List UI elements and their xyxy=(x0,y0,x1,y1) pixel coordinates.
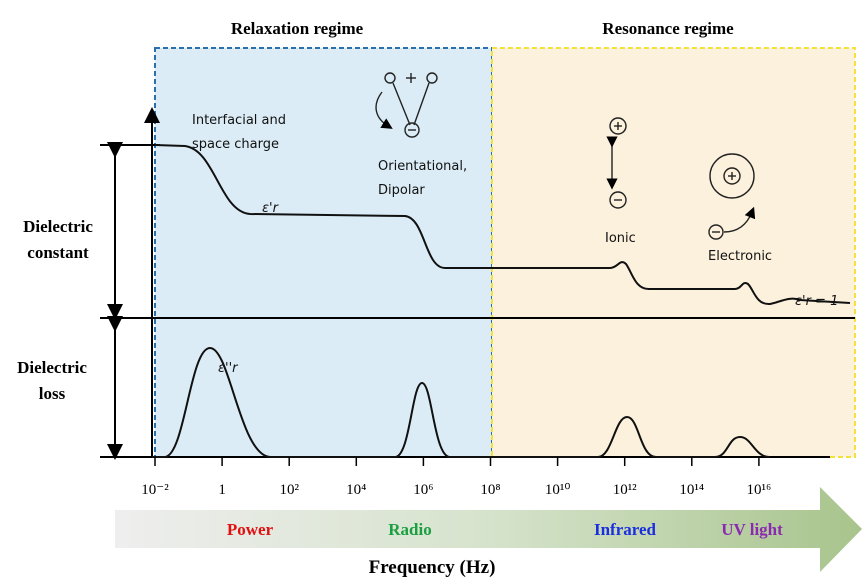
band-label: Power xyxy=(227,520,274,539)
regime-title: Resonance regime xyxy=(602,19,734,38)
annotation: Ionic xyxy=(605,231,636,246)
symbol: ε''r xyxy=(218,361,239,376)
tick-label: 10⁶ xyxy=(413,482,433,498)
annotation: Orientational, xyxy=(378,159,467,174)
tick-label: 10⁸ xyxy=(480,482,500,498)
left-label: Dielectric xyxy=(23,217,93,236)
annotation: Dipolar xyxy=(378,183,425,198)
constant-curve xyxy=(154,144,851,306)
axis-title: Frequency (Hz) xyxy=(369,557,496,578)
symbol: ε'r = 1 xyxy=(795,294,838,309)
tick-label: 10¹² xyxy=(613,482,637,498)
tick-label: 1 xyxy=(218,482,226,498)
annotation: Interfacial and xyxy=(192,113,286,128)
tick-label: 10¹⁰ xyxy=(545,482,571,498)
tick-label: 10² xyxy=(279,482,299,498)
left-label: loss xyxy=(39,384,66,403)
ticks: 10⁻² 1 10² 10⁴ 10⁶ 10⁸ 10¹⁰ 10¹² 10¹⁴ 10¹⁶ xyxy=(141,457,771,498)
tick-label: 10¹⁴ xyxy=(679,482,704,498)
loss-curve xyxy=(152,346,771,458)
icons xyxy=(375,72,756,240)
annotation: Electronic xyxy=(708,249,772,264)
left-label: constant xyxy=(27,243,89,262)
symbol: ε'r xyxy=(262,201,280,216)
resonance-box xyxy=(491,47,856,458)
band-label: UV light xyxy=(721,520,783,539)
tick-label: 10¹⁶ xyxy=(747,482,772,498)
left-label: Dielectric xyxy=(17,358,87,377)
regime-title: Relaxation regime xyxy=(231,19,364,38)
tick-label: 10⁻² xyxy=(141,482,169,498)
spectrum-arrow xyxy=(115,487,862,572)
tick-label: 10⁴ xyxy=(346,482,366,498)
band-label: Infrared xyxy=(594,520,657,539)
band-label: Radio xyxy=(388,520,431,539)
relaxation-box xyxy=(154,47,493,458)
annotation: space charge xyxy=(192,137,279,152)
